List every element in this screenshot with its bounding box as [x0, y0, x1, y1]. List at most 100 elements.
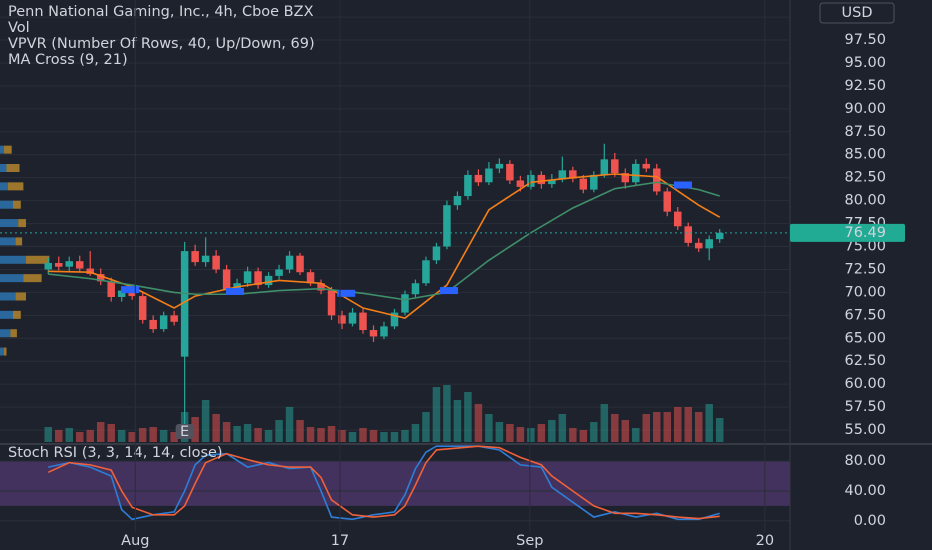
candle-body — [338, 315, 346, 324]
volume-bar — [516, 427, 525, 442]
vpvr-up — [0, 164, 7, 173]
volume-bar — [369, 430, 378, 442]
candle-body — [107, 281, 115, 297]
candle-body — [527, 174, 535, 187]
volume-bar — [673, 407, 682, 442]
y-tick-label: 72.50 — [844, 261, 886, 277]
vpvr-up — [0, 310, 13, 319]
volume-bar — [453, 400, 462, 442]
x-tick-label: Sep — [516, 533, 543, 549]
vpvr-down — [15, 292, 26, 301]
currency-box[interactable] — [819, 2, 895, 24]
vpvr-down — [13, 310, 21, 319]
candle-body — [621, 173, 630, 183]
y-tick-label: 62.50 — [844, 353, 886, 369]
vpvr-up — [0, 292, 16, 301]
y-tick-label: 97.50 — [844, 32, 886, 48]
volume-legend: Vol — [8, 20, 30, 36]
volume-bar — [537, 424, 546, 442]
volume-bar — [117, 430, 126, 442]
y-tick-label: 82.50 — [844, 170, 886, 186]
candle-body — [600, 159, 609, 175]
vpvr-up — [0, 237, 16, 246]
volume-bar — [128, 432, 136, 442]
volume-bar — [107, 424, 115, 442]
volume-bar — [495, 422, 504, 442]
volume-bar — [201, 400, 210, 442]
ma-cross-marker — [440, 287, 459, 295]
candle-body — [495, 163, 504, 169]
candle-body — [663, 191, 672, 212]
candle-body — [55, 263, 63, 267]
candle-body — [149, 319, 157, 330]
ma-legend: MA Cross (9, 21) — [8, 52, 128, 68]
volume-bar — [96, 422, 105, 442]
vpvr-down — [6, 164, 20, 173]
volume-bar — [138, 428, 147, 442]
candle-body — [474, 174, 483, 183]
volume-bar — [632, 428, 640, 442]
candle-body — [443, 205, 451, 247]
y-tick-label: 92.50 — [844, 78, 886, 94]
vpvr-up — [0, 329, 11, 338]
y-tick-label: 40.00 — [844, 483, 886, 499]
x-tick-label: 20 — [756, 533, 774, 549]
candle-body — [180, 251, 189, 357]
volume-bar — [432, 387, 441, 442]
volume-bar — [621, 420, 630, 442]
volume-bar — [474, 404, 483, 442]
candle-body — [453, 196, 462, 206]
candle-body — [590, 174, 598, 190]
volume-bar — [642, 414, 651, 442]
volume-bar — [233, 426, 241, 442]
candle-body — [673, 211, 682, 227]
volume-bar — [338, 430, 346, 442]
volume-bar — [86, 430, 94, 442]
candle-body — [285, 255, 294, 270]
candle-body — [359, 312, 367, 331]
ma-cross-marker — [121, 286, 140, 294]
candle-body — [705, 239, 713, 249]
vpvr-up — [0, 182, 8, 191]
candle-body — [369, 330, 378, 337]
y-tick-label: 70.00 — [844, 284, 886, 300]
candle-body — [201, 255, 210, 263]
line — [48, 181, 720, 301]
candle-body — [558, 170, 567, 180]
candle-body — [75, 261, 84, 269]
volume-bar — [684, 407, 692, 442]
volume-bar — [422, 412, 430, 442]
candle-body — [254, 271, 262, 286]
band — [0, 461, 790, 506]
vpvr-up — [0, 255, 26, 264]
currency-label[interactable]: USD — [842, 5, 873, 21]
candle-body — [159, 315, 168, 330]
candle-body — [117, 290, 126, 297]
x-tick-label: Aug — [121, 533, 149, 549]
y-tick-label: 67.50 — [844, 307, 886, 323]
volume-bar — [590, 422, 598, 442]
y-tick-label: 85.00 — [844, 147, 886, 163]
y-tick-label: 80.00 — [844, 193, 886, 209]
volume-bar — [569, 428, 577, 442]
vpvr-up — [0, 347, 4, 356]
y-tick-label: 80.00 — [844, 453, 886, 469]
volume-bar — [380, 432, 388, 442]
vpvr-legend: VPVR (Number Of Rows, 40, Up/Down, 69) — [8, 36, 315, 52]
vpvr-down — [15, 237, 23, 246]
vpvr-up — [0, 200, 13, 209]
vpvr-down — [3, 145, 12, 154]
volume-bar — [485, 414, 493, 442]
volume-bar — [44, 427, 53, 442]
candle-body — [65, 261, 73, 267]
candle-body — [632, 163, 640, 183]
vpvr-up — [0, 219, 19, 228]
volume-bar — [579, 430, 588, 442]
candle-body — [243, 271, 252, 284]
volume-bar — [285, 407, 294, 442]
volume-bar — [275, 420, 283, 442]
volume-bar — [464, 392, 472, 442]
